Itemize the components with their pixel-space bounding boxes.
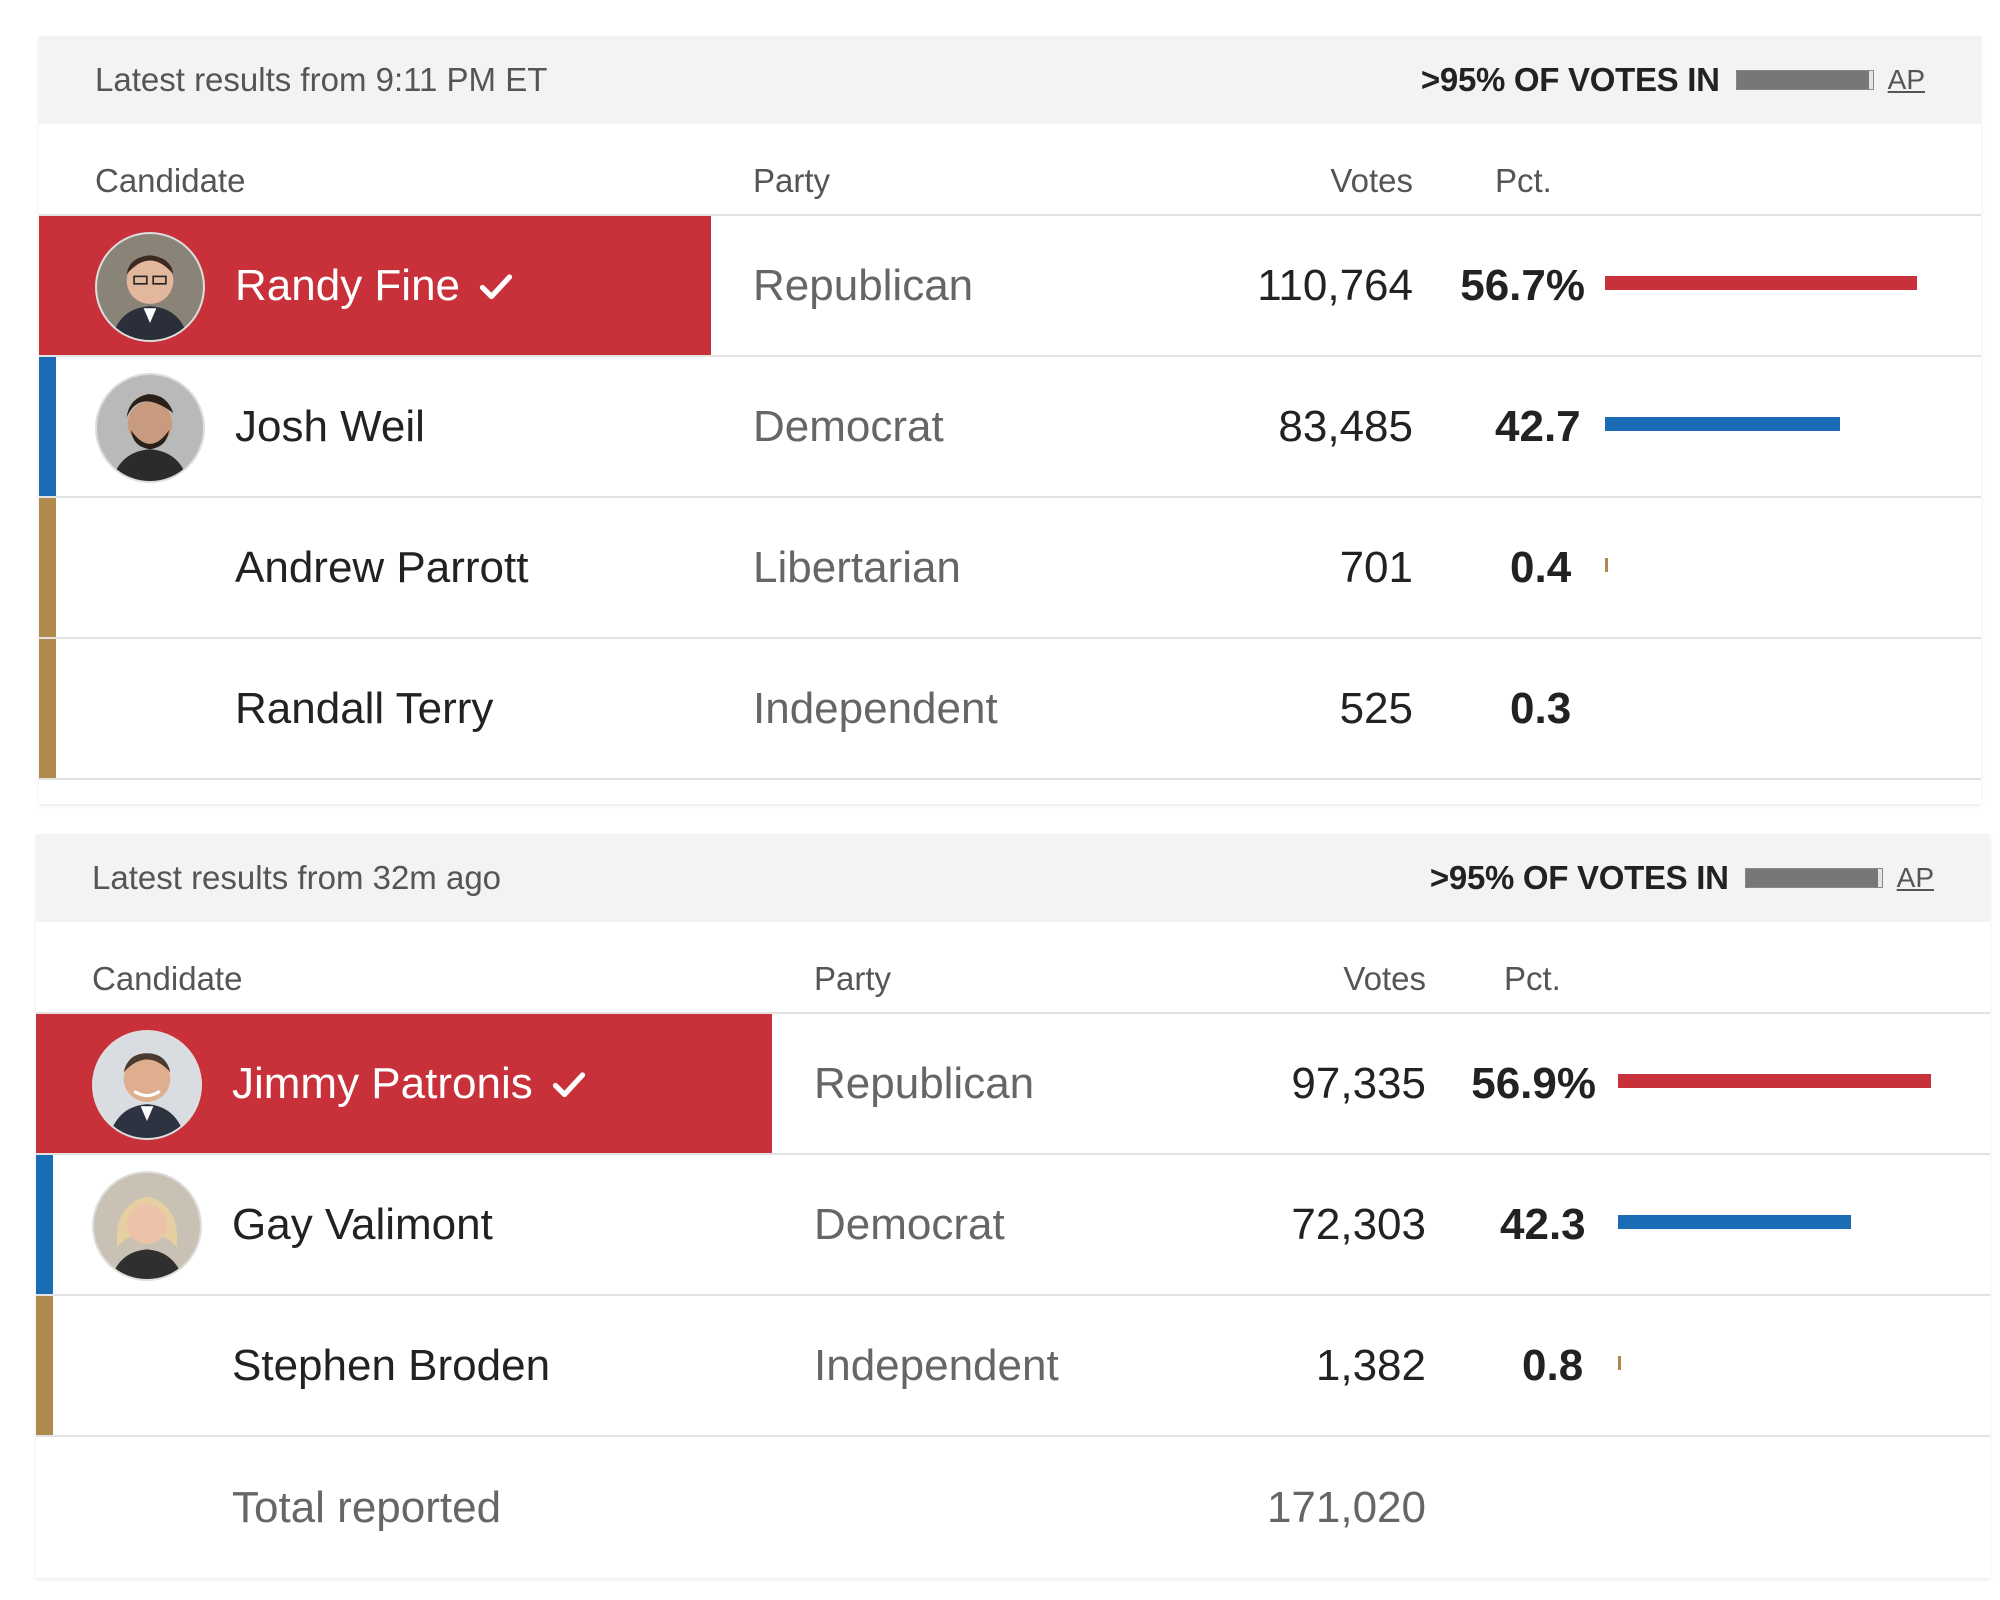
table-row: Gay Valimont Democrat 72,303 42.3 [36, 1155, 1990, 1296]
percent-bar [1605, 417, 1840, 431]
vote-count: 1,382 [1315, 1340, 1426, 1390]
candidate-avatar [95, 373, 205, 483]
table-row: Randall Terry Independent 525 0.3 [39, 639, 1981, 780]
reporting-status: >95% OF VOTES IN AP [1430, 834, 1934, 922]
party-name: Independent [753, 683, 998, 733]
candidate-name: Randall Terry [235, 683, 494, 733]
col-header-candidate: Candidate [95, 162, 246, 199]
party-color-stripe [36, 1296, 53, 1435]
party-color-stripe [36, 1155, 53, 1294]
party-color-stripe [39, 357, 56, 496]
candidate-name: Stephen Broden [232, 1340, 551, 1390]
party-name: Republican [753, 260, 974, 310]
column-headers: Candidate Party Votes Pct. [36, 922, 1990, 1014]
total-reported-label: Total reported [232, 1482, 502, 1532]
candidate-name: Randy Fine [235, 216, 514, 355]
percent-bar [1618, 1356, 1621, 1370]
latest-results-timestamp: Latest results from 32m ago [92, 859, 502, 896]
candidate-name: Gay Valimont [232, 1199, 493, 1249]
ap-source-link[interactable]: AP [1887, 64, 1925, 95]
candidate-name: Jimmy Patronis [232, 1014, 587, 1153]
candidate-avatar [95, 232, 205, 342]
col-header-votes: Votes [1343, 960, 1426, 997]
vote-percent: 42.3 [1500, 1199, 1586, 1249]
vote-percent: 0.4 [1510, 542, 1572, 592]
party-name: Republican [814, 1058, 1035, 1108]
vote-count: 110,764 [1257, 260, 1413, 310]
total-votes: 171,020 [1266, 1482, 1426, 1532]
party-color-stripe [39, 639, 56, 778]
candidate-avatar [92, 1030, 202, 1140]
col-header-candidate: Candidate [92, 960, 243, 997]
party-name: Democrat [753, 401, 944, 451]
col-header-pct: Pct. [1495, 162, 1552, 199]
party-color-stripe [39, 498, 56, 637]
percent-bar [1605, 558, 1608, 572]
candidate-avatar [92, 1171, 202, 1281]
vote-percent: 0.8 [1522, 1340, 1584, 1390]
vote-count: 701 [1339, 542, 1413, 592]
vote-percent: 42.7 [1495, 401, 1581, 451]
candidate-name-text: Randy Fine [235, 260, 461, 310]
vote-count: 97,335 [1291, 1058, 1426, 1108]
candidate-name-text: Jimmy Patronis [232, 1058, 533, 1108]
vote-count: 83,485 [1278, 401, 1413, 451]
party-name: Independent [814, 1340, 1059, 1390]
reporting-progress-fill [1736, 71, 1869, 89]
percent-bar [1618, 1074, 1931, 1088]
vote-count: 72,303 [1291, 1199, 1426, 1249]
reporting-progress-fill [1745, 869, 1878, 887]
candidate-name: Josh Weil [235, 401, 425, 451]
col-header-party: Party [753, 162, 831, 199]
votes-in-label: >95% OF VOTES IN [1420, 61, 1720, 98]
ap-source-link[interactable]: AP [1896, 862, 1934, 893]
col-header-votes: Votes [1330, 162, 1413, 199]
winner-check-icon [479, 273, 513, 299]
table-row: Randy Fine Republican 110,764 56.7% [39, 216, 1981, 357]
table-row: Jimmy Patronis Republican 97,335 56.9% [36, 1014, 1990, 1155]
candidate-name: Andrew Parrott [235, 542, 529, 592]
vote-percent: 56.7% [1460, 260, 1585, 310]
winner-check-icon [552, 1071, 585, 1097]
percent-bar [1618, 1215, 1851, 1229]
table-row: Stephen Broden Independent 1,382 0.8 [36, 1296, 1990, 1437]
total-row: Total reported 171,020 [36, 1437, 1990, 1578]
party-name: Libertarian [753, 542, 961, 592]
results-table-race-2: Latest results from 32m ago >95% OF VOTE… [36, 834, 1990, 1578]
results-header-bar: Latest results from 32m ago >95% OF VOTE… [36, 834, 1990, 922]
vote-percent: 56.9% [1471, 1058, 1596, 1108]
table-row: Josh Weil Democrat 83,485 42.7 [39, 357, 1981, 498]
latest-results-timestamp: Latest results from 9:11 PM ET [95, 61, 548, 98]
results-header-bar: Latest results from 9:11 PM ET >95% OF V… [39, 36, 1981, 124]
column-headers: Candidate Party Votes Pct. [39, 124, 1981, 216]
table-row: Andrew Parrott Libertarian 701 0.4 [39, 498, 1981, 639]
reporting-progress-bar [1744, 868, 1883, 888]
party-name: Democrat [814, 1199, 1005, 1249]
votes-in-label: >95% OF VOTES IN [1429, 859, 1729, 896]
percent-bar [1605, 276, 1917, 290]
col-header-pct: Pct. [1504, 960, 1561, 997]
col-header-party: Party [814, 960, 892, 997]
vote-count: 525 [1339, 683, 1413, 733]
vote-percent: 0.3 [1510, 683, 1572, 733]
results-table-race-1: Latest results from 9:11 PM ET >95% OF V… [39, 36, 1981, 804]
reporting-progress-bar [1735, 70, 1874, 90]
reporting-status: >95% OF VOTES IN AP [1421, 36, 1925, 124]
